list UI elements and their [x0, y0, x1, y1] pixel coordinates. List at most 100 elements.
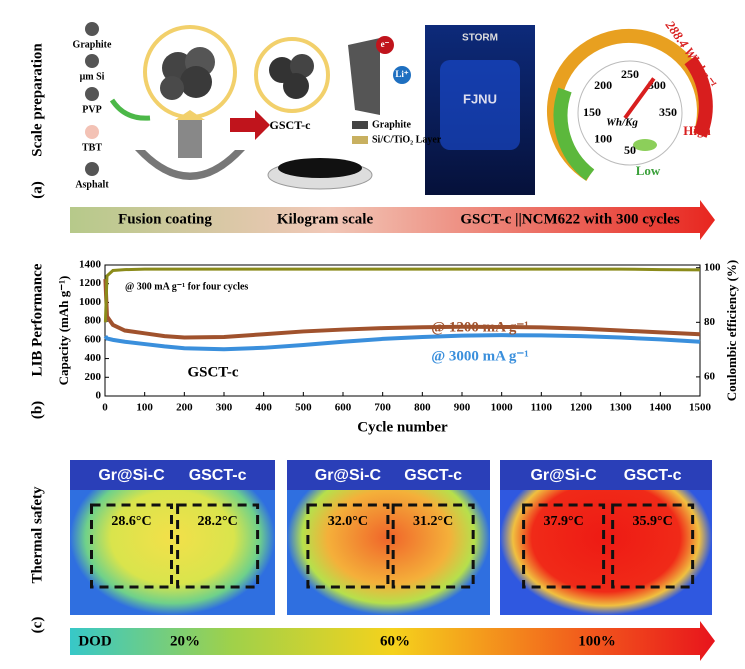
- legend-label: Graphite: [372, 119, 411, 130]
- cell-outline: [306, 503, 390, 589]
- gauge-tick-label: 100: [594, 132, 612, 146]
- cell-outline: [176, 503, 260, 589]
- x-tick-label: 200: [176, 402, 193, 414]
- series-label: @ 1200 mA g⁻¹: [431, 319, 529, 335]
- x-tick-label: 300: [216, 402, 233, 414]
- image-header: [287, 460, 490, 490]
- cell-outline: [611, 503, 695, 589]
- dod-label: 20%: [170, 633, 200, 649]
- sample-label: GSCT-c: [189, 467, 247, 484]
- side-label: Thermal safety: [29, 486, 45, 584]
- side-label: LIB Performance: [29, 263, 45, 376]
- y2-axis-label: Coulombic efficiency (%): [724, 260, 739, 402]
- material-icon: [85, 125, 99, 139]
- sample-label: GSCT-c: [624, 467, 682, 484]
- y-tick-label: 1400: [79, 259, 102, 271]
- y-axis-label: Capacity (mAh g⁻¹): [56, 276, 71, 386]
- gauge-tick-label: 200: [594, 78, 612, 92]
- temperature-label: 37.9°C: [543, 514, 583, 529]
- cell-outline: [522, 503, 606, 589]
- gauge-tick-label: 50: [624, 143, 636, 157]
- mixer-illustration: [109, 25, 245, 180]
- y-tick-label: 400: [85, 352, 102, 364]
- image-header: [500, 460, 712, 490]
- series-line: [103, 267, 701, 323]
- x-tick-label: 1300: [610, 402, 633, 414]
- side-label: Scale preparation: [29, 43, 45, 157]
- series-line: [103, 333, 701, 352]
- x-tick-label: 1000: [491, 402, 514, 414]
- cell-outline: [90, 503, 173, 589]
- car-text: FJNU: [463, 91, 497, 106]
- sample-label: Gr@Si-C: [98, 467, 165, 484]
- x-axis-label: Cycle number: [357, 419, 448, 435]
- x-tick-label: 1100: [531, 402, 553, 414]
- y2-tick-label: 60: [704, 370, 716, 382]
- x-tick-label: 100: [136, 402, 153, 414]
- y-tick-label: 800: [85, 315, 102, 327]
- dod-arrow: [70, 621, 715, 661]
- product-label: GSCT-c: [270, 118, 312, 132]
- temperature-label: 32.0°C: [328, 514, 368, 529]
- gauge-tick-label: 150: [583, 105, 601, 119]
- x-tick-label: 1200: [570, 402, 593, 414]
- material-label: μm Si: [80, 71, 105, 82]
- x-tick-label: 400: [255, 402, 272, 414]
- y-tick-label: 1200: [79, 277, 102, 289]
- gauge-unit: Wh/Kg: [606, 117, 638, 129]
- temperature-label: 31.2°C: [413, 514, 453, 529]
- panel-label: (a): [29, 181, 45, 199]
- dod-label: 100%: [578, 633, 616, 649]
- x-tick-label: 0: [102, 402, 108, 414]
- gauge-high: High: [683, 123, 711, 138]
- gauge-tick-label: 350: [659, 105, 677, 119]
- annotation: @ 300 mA g⁻¹ for four cycles: [125, 281, 248, 292]
- stage-label: Fusion coating: [118, 211, 212, 227]
- material-icon: [85, 22, 99, 36]
- gauge-tick-label: 250: [621, 67, 639, 81]
- y-tick-label: 600: [85, 333, 102, 345]
- panel-label: (b): [29, 401, 45, 419]
- annotation: GSCT-c: [187, 364, 238, 380]
- dod-label: DOD: [78, 633, 112, 649]
- plot-frame: [104, 264, 701, 397]
- stage-label: Kilogram scale: [277, 211, 374, 227]
- car-body: [440, 60, 520, 150]
- x-tick-label: 500: [295, 402, 312, 414]
- stage-arrow: [70, 200, 715, 240]
- x-tick-label: 800: [414, 402, 431, 414]
- process-arrow: [230, 110, 270, 140]
- stage-label: GSCT-c ||NCM622 with 300 cycles: [460, 211, 680, 227]
- x-tick-label: 1500: [689, 402, 712, 414]
- product-illustration: [254, 36, 411, 190]
- image-header: [70, 460, 275, 490]
- gauge-needle: [623, 77, 656, 120]
- y-tick-label: 1000: [79, 296, 102, 308]
- sample-label: Gr@Si-C: [530, 467, 597, 484]
- material-label: Asphalt: [75, 179, 109, 190]
- material-label: TBT: [82, 142, 102, 153]
- temperature-label: 28.2°C: [197, 514, 237, 529]
- legend-label: Si/C/TiO₂ Layer: [372, 134, 442, 145]
- material-icon: [85, 162, 99, 176]
- x-tick-label: 700: [374, 402, 391, 414]
- panel-label: (c): [29, 617, 45, 634]
- material-label: PVP: [82, 104, 101, 115]
- y-tick-label: 0: [96, 390, 102, 402]
- x-tick-label: 1400: [649, 402, 672, 414]
- material-label: Graphite: [73, 39, 112, 50]
- cell-outline: [391, 503, 475, 589]
- y2-tick-label: 100: [704, 261, 721, 273]
- y-tick-label: 200: [85, 371, 102, 383]
- x-tick-label: 900: [454, 402, 471, 414]
- sample-label: Gr@Si-C: [315, 467, 382, 484]
- material-icon: [85, 54, 99, 68]
- series-line: [103, 278, 701, 340]
- gauge-low: Low: [636, 163, 661, 178]
- car-text: STORM: [462, 33, 498, 44]
- sample-label: GSCT-c: [404, 467, 462, 484]
- x-tick-label: 600: [335, 402, 352, 414]
- electron-label: e⁻: [381, 39, 390, 49]
- temperature-label: 35.9°C: [633, 514, 673, 529]
